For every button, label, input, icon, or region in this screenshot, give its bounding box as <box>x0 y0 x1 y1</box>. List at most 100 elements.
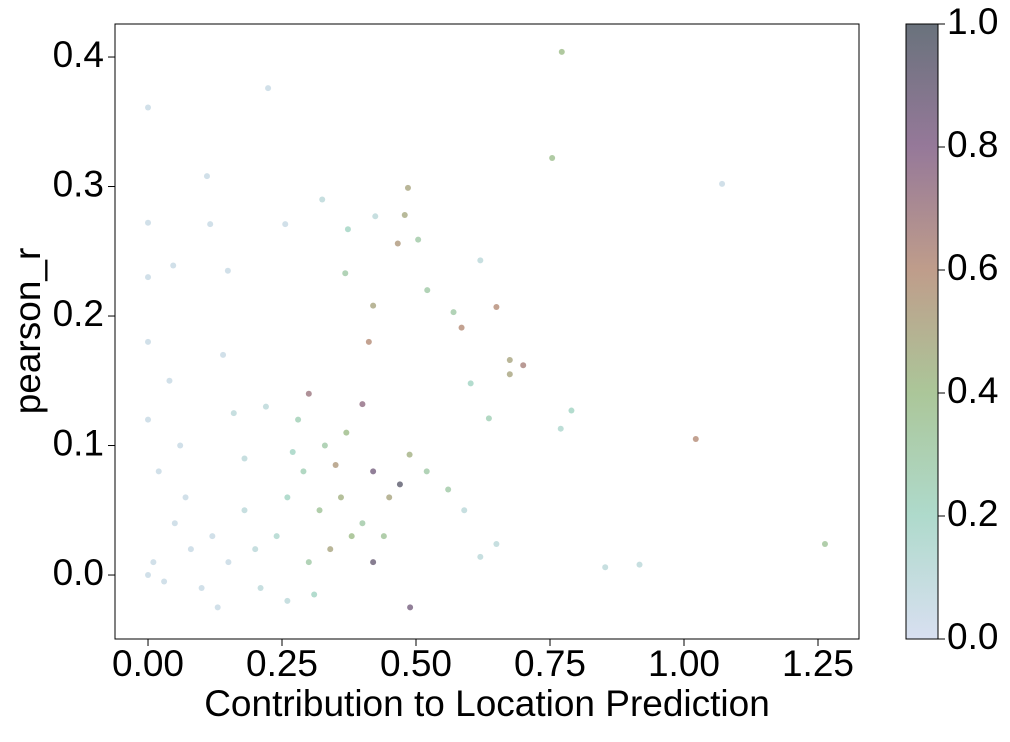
point <box>284 494 291 501</box>
point <box>311 591 318 598</box>
point <box>821 540 828 547</box>
point <box>557 425 564 432</box>
point <box>458 324 465 331</box>
point <box>207 221 214 228</box>
point <box>166 377 173 384</box>
x-tick-label: 1.25 <box>782 643 854 684</box>
point <box>386 494 393 501</box>
point <box>257 584 264 591</box>
point <box>636 561 643 568</box>
point <box>265 85 272 92</box>
point <box>342 270 349 277</box>
point <box>485 415 492 422</box>
point <box>401 212 408 219</box>
point <box>359 520 366 527</box>
point <box>477 257 484 264</box>
point <box>406 451 413 458</box>
point <box>145 104 152 111</box>
point <box>568 407 575 414</box>
x-tick-label: 0.00 <box>112 643 184 684</box>
colorbar-tick-label: 0.8 <box>947 124 998 165</box>
point <box>415 236 422 243</box>
point <box>348 533 355 540</box>
point <box>327 546 334 553</box>
point <box>321 442 328 449</box>
point <box>170 262 177 269</box>
point <box>262 403 269 410</box>
point <box>241 507 248 514</box>
point <box>332 461 339 468</box>
point <box>203 173 210 180</box>
y-axis-label: pearson_r <box>7 248 48 415</box>
plot-frame <box>114 23 860 640</box>
point <box>145 274 152 281</box>
point <box>344 226 351 233</box>
point <box>305 390 312 397</box>
x-tick-label: 1.00 <box>648 643 720 684</box>
point <box>171 520 178 527</box>
point <box>273 533 280 540</box>
x-tick-label: 0.75 <box>514 643 586 684</box>
point <box>477 553 484 560</box>
point <box>602 564 609 571</box>
point <box>343 429 350 436</box>
point <box>506 357 513 364</box>
point <box>289 449 296 456</box>
point <box>225 559 232 566</box>
point <box>558 48 565 55</box>
point <box>380 533 387 540</box>
colorbar-tick-label: 0.4 <box>947 370 998 411</box>
point <box>295 416 302 423</box>
point <box>370 302 377 309</box>
point <box>187 546 194 553</box>
point <box>461 507 468 514</box>
point <box>220 351 227 358</box>
point <box>445 486 452 493</box>
point <box>316 507 323 514</box>
point <box>404 184 411 191</box>
point <box>370 559 377 566</box>
point <box>467 380 474 387</box>
point <box>359 401 366 408</box>
point <box>372 213 379 220</box>
point <box>506 371 513 378</box>
point <box>209 533 216 540</box>
point <box>337 494 344 501</box>
point <box>161 578 168 585</box>
point <box>493 303 500 310</box>
point <box>319 196 326 203</box>
point <box>145 338 152 345</box>
point <box>177 442 184 449</box>
point <box>182 494 189 501</box>
colorbar-tick-label: 0.2 <box>947 493 998 534</box>
point <box>241 455 248 462</box>
point <box>155 468 162 475</box>
point <box>719 180 726 187</box>
colorbar <box>905 23 939 640</box>
point <box>424 287 431 294</box>
colorbar-tick-label: 1.0 <box>947 1 998 42</box>
point <box>450 309 457 316</box>
point <box>370 468 377 475</box>
colorbar-tick-label: 0.0 <box>947 616 998 657</box>
point <box>407 604 414 611</box>
y-tick-label: 0.2 <box>53 293 104 334</box>
x-axis-label: Contribution to Location Prediction <box>204 683 770 724</box>
x-tick-label: 0.50 <box>380 643 452 684</box>
y-tick-label: 0.4 <box>53 34 104 75</box>
point <box>305 559 312 566</box>
y-tick-label: 0.3 <box>53 163 104 204</box>
point <box>520 362 527 369</box>
x-tick-label: 0.25 <box>246 643 318 684</box>
point <box>365 338 372 345</box>
point <box>145 416 152 423</box>
point <box>284 597 291 604</box>
point <box>145 572 152 579</box>
point <box>394 240 401 247</box>
point <box>230 410 237 417</box>
point <box>692 436 699 443</box>
point <box>150 559 157 566</box>
point <box>396 481 403 488</box>
point <box>252 546 259 553</box>
